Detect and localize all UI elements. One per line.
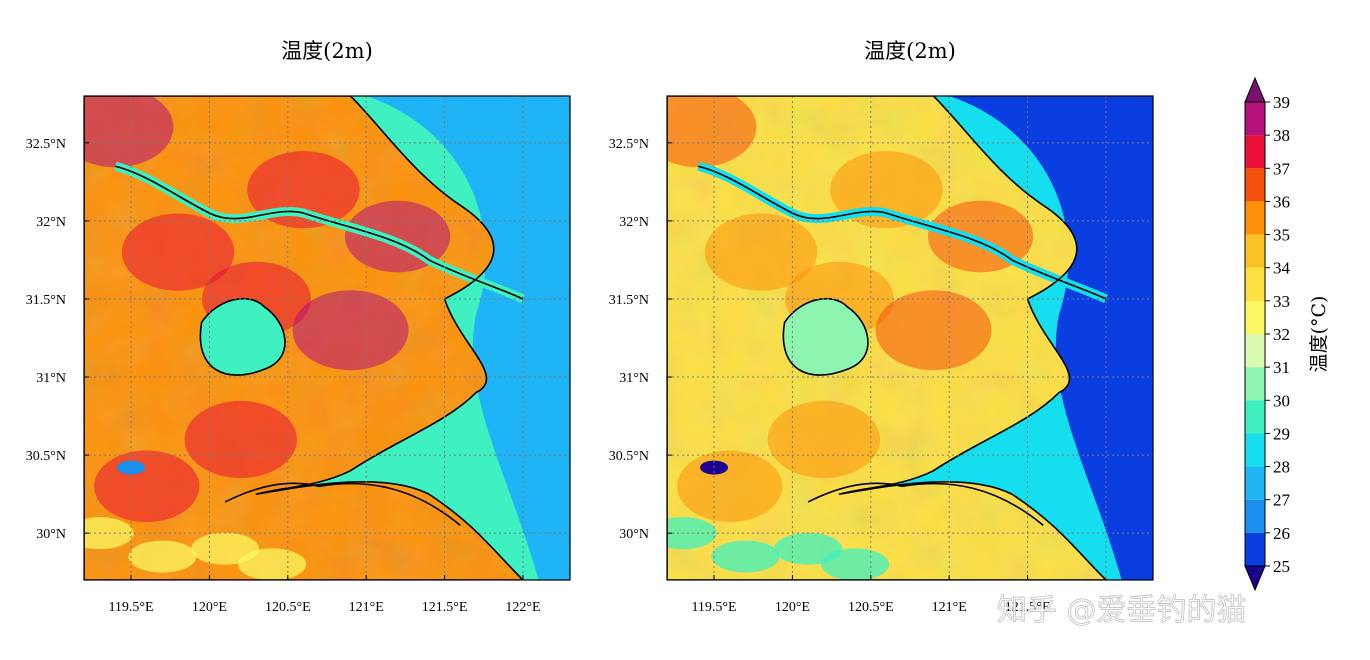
colorbar-tick-label: 36 bbox=[1273, 192, 1290, 211]
coastline bbox=[667, 96, 1107, 580]
colorbar-max-arrow bbox=[1244, 76, 1266, 103]
x-tick-label: 121°E bbox=[349, 600, 384, 615]
colorbar-tick-label: 39 bbox=[1273, 93, 1290, 112]
colorbar-segment bbox=[1245, 168, 1265, 202]
panel-title: 温度(2m) bbox=[864, 39, 956, 63]
colorbar-tick-label: 26 bbox=[1273, 524, 1290, 543]
y-tick-label: 32.5°N bbox=[609, 137, 649, 152]
temperature-patch bbox=[875, 290, 992, 371]
river-bank bbox=[115, 165, 524, 300]
x-tick-label: 121.5°E bbox=[422, 600, 468, 615]
colorbar-tick-label: 31 bbox=[1273, 358, 1290, 377]
colorbar-segment bbox=[1245, 102, 1265, 136]
temperature-patch bbox=[184, 400, 297, 479]
colorbar-tick-label: 38 bbox=[1273, 126, 1290, 145]
x-tick-label: 120°E bbox=[192, 600, 227, 615]
y-tick-label: 30°N bbox=[619, 527, 649, 542]
watermark: 知乎 @爱垂钓的猫 bbox=[997, 593, 1247, 628]
colorbar-segment bbox=[1245, 532, 1265, 566]
bay-outline bbox=[807, 482, 1044, 526]
lake-outline bbox=[782, 297, 869, 376]
y-tick-label: 30.5°N bbox=[26, 449, 66, 464]
colorbar-segment bbox=[1245, 201, 1265, 235]
temperature-patch bbox=[704, 213, 818, 291]
x-tick-label: 122°E bbox=[505, 600, 540, 615]
y-tick-label: 30°N bbox=[36, 527, 66, 542]
y-tick-label: 31.5°N bbox=[26, 293, 66, 308]
temperature-patch bbox=[84, 96, 174, 168]
plot-frame bbox=[666, 95, 1154, 581]
colorbar-tick-label: 34 bbox=[1273, 259, 1291, 278]
x-tick-label: 119.5°E bbox=[108, 600, 153, 615]
plot-frame bbox=[83, 95, 571, 581]
river-bank bbox=[698, 165, 1107, 300]
colorbar-segment bbox=[1245, 400, 1265, 434]
colorbar-segment bbox=[1245, 433, 1265, 467]
colorbar-tick-label: 27 bbox=[1273, 491, 1291, 510]
colorbar-segment bbox=[1245, 499, 1265, 533]
tai-lake bbox=[200, 298, 285, 376]
x-tick-label: 120.5°E bbox=[265, 600, 311, 615]
cool-patch bbox=[711, 540, 780, 573]
lake-outline bbox=[199, 297, 286, 376]
temperature-patch bbox=[121, 213, 235, 291]
temperature-patch bbox=[667, 96, 757, 168]
x-tick-label: 121°E bbox=[932, 600, 967, 615]
colorbar-tick-label: 25 bbox=[1273, 557, 1290, 576]
y-tick-label: 32.5°N bbox=[26, 137, 66, 152]
panel-title: 温度(2m) bbox=[281, 39, 373, 63]
y-tick-label: 31°N bbox=[36, 371, 66, 386]
y-tick-label: 32°N bbox=[36, 215, 66, 230]
colorbar-tick-label: 30 bbox=[1273, 391, 1290, 410]
x-tick-label: 121.5°E bbox=[1005, 600, 1051, 615]
colorbar-tick-label: 29 bbox=[1273, 424, 1290, 443]
temperature-patch bbox=[292, 290, 409, 371]
colorbar-segment bbox=[1245, 367, 1265, 401]
y-tick-label: 31.5°N bbox=[609, 293, 649, 308]
colorbar-segment bbox=[1245, 300, 1265, 334]
colorbar-segment bbox=[1245, 234, 1265, 268]
x-tick-label: 120.5°E bbox=[848, 600, 894, 615]
bay-outline bbox=[224, 482, 461, 526]
y-tick-label: 30.5°N bbox=[609, 449, 649, 464]
colorbar-label: 温度(°C) bbox=[1308, 296, 1330, 373]
cool-patch bbox=[774, 532, 843, 565]
y-tick-label: 31°N bbox=[619, 371, 649, 386]
tai-lake bbox=[783, 298, 868, 376]
colorbar: 25 26 27 28 29 30 31 32 33 34 35 36 37 38 39 温度(°C) bbox=[1244, 76, 1330, 592]
temperature-patch bbox=[767, 400, 880, 479]
temperature-patch bbox=[94, 450, 200, 523]
colorbar-segment bbox=[1245, 334, 1265, 368]
colorbar-tick-label: 33 bbox=[1273, 292, 1290, 311]
colorbar-min-arrow bbox=[1244, 565, 1266, 592]
coastline bbox=[84, 96, 524, 580]
colorbar-segment bbox=[1245, 466, 1265, 500]
colorbar-tick-label: 35 bbox=[1273, 226, 1290, 245]
cool-patch bbox=[128, 540, 197, 573]
cool-patch bbox=[821, 548, 890, 580]
colorbar-tick-label: 28 bbox=[1273, 458, 1290, 477]
colorbar-tick-label: 32 bbox=[1273, 325, 1290, 344]
x-tick-label: 120°E bbox=[775, 600, 810, 615]
temperature-patch bbox=[677, 450, 783, 523]
cool-patch bbox=[191, 532, 260, 565]
cool-patch bbox=[238, 548, 307, 580]
map-panel-right: 温度(2m) 119.5°E 120°E 120.5°E 121°E 121.5°E 30°… bbox=[609, 39, 1154, 615]
colorbar-segment bbox=[1245, 267, 1265, 301]
colorbar-segment bbox=[1245, 135, 1265, 169]
y-tick-label: 32°N bbox=[619, 215, 649, 230]
map-panel-left: 温度(2m) 119.5°E 120°E 120.5°E 121°E 121.5°E 122… bbox=[26, 39, 571, 615]
x-tick-label: 119.5°E bbox=[691, 600, 736, 615]
colorbar-tick-label: 37 bbox=[1273, 159, 1291, 178]
